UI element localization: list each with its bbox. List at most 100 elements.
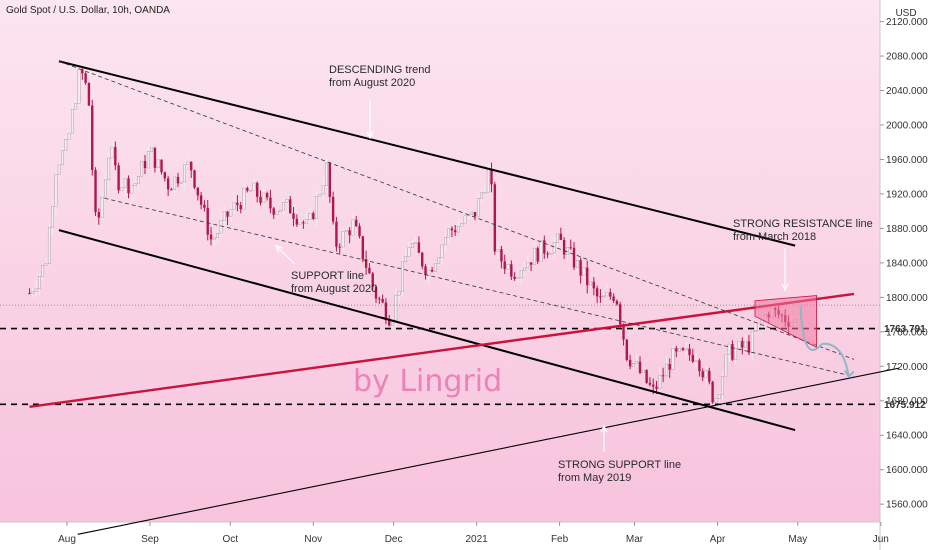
candle-body <box>289 199 292 214</box>
candle-body <box>708 370 711 382</box>
tick-layer: 2120.000 2080.000 2040.000 2000.000 1960.000… <box>58 17 928 545</box>
candle-body <box>146 151 150 169</box>
candle-body <box>216 233 219 238</box>
candle-body <box>724 354 728 377</box>
candle-body <box>496 248 500 252</box>
candle-body <box>57 164 61 175</box>
candle-body <box>374 286 378 299</box>
x-tick-label: Dec <box>385 534 403 545</box>
candle-body <box>173 176 177 190</box>
candle-body <box>681 348 685 351</box>
candle-body <box>556 233 559 243</box>
annotation-line: from August 2020 <box>329 77 415 89</box>
projection-arrowhead <box>843 370 855 379</box>
annotation-arrowhead <box>274 245 283 253</box>
annotation-line: STRONG SUPPORT line <box>558 459 681 471</box>
candle-body <box>757 322 761 331</box>
candle-body <box>602 295 606 298</box>
candle-body <box>130 185 134 194</box>
annotation-line: SUPPORT line <box>291 270 364 282</box>
candle-body <box>476 198 480 217</box>
candle-body <box>599 296 602 298</box>
candle-body <box>364 259 368 268</box>
candle-body <box>91 105 94 171</box>
candle-body <box>661 375 665 377</box>
candle-body <box>348 230 351 236</box>
candle-body <box>81 69 84 74</box>
dashed-lower-channel <box>104 197 855 378</box>
candle-body <box>186 161 190 165</box>
candle-body <box>632 363 635 367</box>
candle-body <box>94 170 97 213</box>
x-tick-label: Aug <box>58 534 76 545</box>
annotation-line: DESCENDING trend <box>329 64 430 76</box>
candle-body <box>490 169 493 185</box>
candle-body <box>28 293 31 295</box>
candle-body <box>252 182 256 191</box>
x-tick-label: 2021 <box>465 534 488 545</box>
candle-body <box>717 394 721 399</box>
candle-body <box>569 247 572 249</box>
y-tick-label: 1640.000 <box>886 431 928 442</box>
candle-body <box>450 228 454 231</box>
candle-body <box>480 192 483 199</box>
candle-body <box>698 360 701 372</box>
candle-body <box>315 196 318 220</box>
candle-body <box>503 261 506 270</box>
candle-body <box>64 139 68 151</box>
candle-body <box>265 193 269 198</box>
candle-body <box>77 69 81 104</box>
candle-body <box>358 226 361 237</box>
candle-body <box>143 161 147 169</box>
candle-body <box>242 187 246 210</box>
candle-body <box>318 193 322 197</box>
candle-body <box>454 230 457 233</box>
candle-body <box>305 219 309 224</box>
y-tick-label: 1680.000 <box>886 396 928 407</box>
candle-body <box>156 159 160 169</box>
candle-body <box>262 192 266 203</box>
candle-body <box>665 363 668 377</box>
candle-body <box>401 261 404 292</box>
candle-body <box>212 237 216 240</box>
candle-body <box>645 369 648 383</box>
candle-body <box>628 359 632 367</box>
candle-body <box>410 242 414 248</box>
candle-body <box>199 195 203 205</box>
candle-body <box>239 205 242 210</box>
candle-body <box>344 230 348 232</box>
annotation-text: STRONG RESISTANCE line from March 2018 <box>733 218 873 243</box>
candle-body <box>292 213 295 219</box>
level-label: 1675.912 <box>884 400 926 411</box>
candle-body <box>219 220 223 234</box>
candle-body <box>622 324 625 340</box>
projection-path-2 <box>821 342 850 377</box>
candle-body <box>341 231 345 248</box>
candle-body <box>328 163 332 197</box>
candle-body <box>711 381 714 403</box>
level-label-bg <box>881 397 932 412</box>
candle-body <box>747 341 751 353</box>
candle-body <box>443 237 447 246</box>
candle-body <box>609 292 612 297</box>
candle-body <box>203 204 206 208</box>
trendline-descending-lower <box>58 229 796 432</box>
y-tick-label: 2000.000 <box>886 121 928 132</box>
candle-body <box>87 82 91 106</box>
candle-body <box>41 265 45 277</box>
candle-body <box>510 264 513 277</box>
candle-body <box>140 160 144 177</box>
candle-body <box>572 247 576 268</box>
candle-body <box>483 191 487 194</box>
candle-body <box>312 213 315 219</box>
candle-body <box>741 341 744 348</box>
candle-body <box>183 164 186 183</box>
candle-body <box>246 188 249 191</box>
candle-body <box>272 208 275 215</box>
candle-body <box>619 304 622 325</box>
candle-body <box>457 225 460 233</box>
candle-body <box>302 222 305 224</box>
candle-body <box>123 178 127 188</box>
candle-body <box>704 370 708 378</box>
watermark: by Lingrid <box>353 364 502 399</box>
